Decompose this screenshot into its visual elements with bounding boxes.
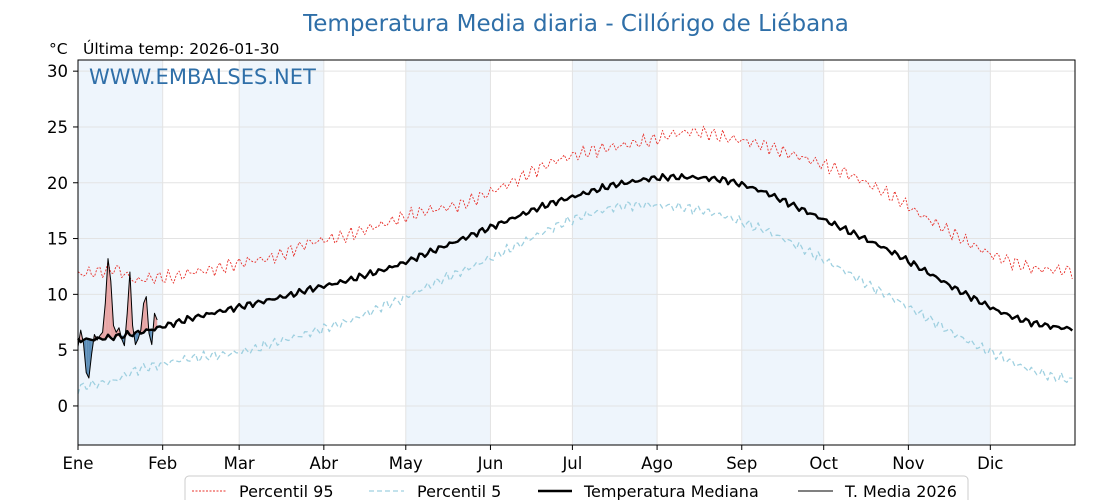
x-axis: Ene Feb Mar Abr May Jun Jul Ago Sep Oct Nov Dic [62, 445, 1004, 473]
series-line-p5 [77, 200, 1073, 395]
x-tick-label: Ene [62, 454, 93, 473]
x-tick-label: Oct [809, 454, 838, 473]
y-tick-label: 0 [58, 397, 69, 416]
month-band-ene [78, 60, 163, 445]
legend-label-current: T. Media 2026 [844, 482, 957, 500]
anomaly-below [135, 332, 139, 345]
y-tick-label: 30 [47, 62, 68, 81]
y-tick-label: 5 [58, 341, 69, 360]
grid-lines [77, 60, 1075, 445]
series-line-median [77, 172, 1074, 344]
month-band-may [405, 60, 491, 445]
plot-frame [77, 59, 1076, 446]
anomaly-above [105, 258, 109, 339]
last-update-label: Última temp: 2026-01-30 [83, 39, 279, 58]
x-tick-label: Dic [977, 454, 1003, 473]
x-tick-label: Jul [561, 454, 582, 473]
anomaly-above [154, 313, 158, 329]
y-tick-label: 10 [47, 285, 68, 304]
legend-label-p95: Percentil 95 [239, 482, 334, 500]
x-tick-label: Mar [224, 454, 255, 473]
series-line-p95 [77, 125, 1073, 284]
unit-label: °C [49, 40, 68, 58]
month-band-sep [741, 60, 824, 445]
series-lines [77, 125, 1074, 395]
y-tick-label: 25 [47, 118, 68, 137]
chart-title: Temperatura Media diaria - Cillórigo de … [302, 11, 849, 37]
y-tick-label: 20 [47, 174, 68, 193]
x-tick-label: Abr [310, 454, 339, 473]
anomaly-below [86, 339, 89, 379]
watermark: WWW.EMBALSES.NET [89, 65, 316, 89]
legend: Percentil 95 Percentil 5 Temperatura Med… [184, 475, 969, 500]
y-tick-label: 15 [47, 230, 68, 249]
x-tick-label: Jun [477, 454, 504, 473]
month-band-nov [908, 60, 991, 445]
month-band-mar [239, 60, 324, 445]
x-tick-label: Feb [148, 454, 177, 473]
month-bands [78, 60, 991, 445]
y-axis: 0 5 10 15 20 25 30 [47, 62, 78, 416]
anomaly-above [143, 296, 147, 332]
x-tick-label: Nov [892, 454, 924, 473]
legend-box [184, 475, 969, 500]
legend-label-p5: Percentil 5 [417, 482, 501, 500]
legend-label-median: Temperatura Mediana [583, 482, 759, 500]
month-band-jul [572, 60, 658, 445]
x-tick-label: May [389, 454, 423, 473]
x-tick-label: Sep [726, 454, 757, 473]
x-tick-label: Ago [641, 454, 673, 473]
series-line-current [77, 258, 158, 379]
